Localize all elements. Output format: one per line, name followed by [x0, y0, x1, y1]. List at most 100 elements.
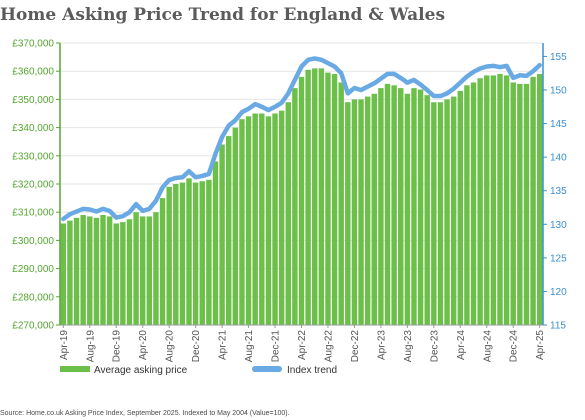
left-axis-tick-label: £360,000 [12, 67, 54, 78]
bar [265, 116, 272, 325]
left-axis-tick-label: £370,000 [12, 39, 54, 50]
right-axis-tick-label: 130 [550, 220, 567, 231]
chart-title: Home Asking Price Trend for England & Wa… [0, 5, 446, 25]
bar [133, 212, 139, 325]
right-axis-tick-label: 115 [550, 321, 566, 332]
right-axis-tick-label: 140 [550, 153, 567, 164]
bar [206, 179, 212, 325]
bar [338, 82, 344, 325]
x-axis-tick-label: Dec-19 [112, 330, 123, 363]
x-axis-tick-label: Aug-23 [403, 330, 414, 363]
bar [312, 68, 318, 325]
right-axis-tick-label: 120 [550, 287, 567, 298]
x-axis-tick-label: Aug-20 [165, 330, 176, 363]
bar [179, 182, 186, 325]
x-axis-tick-label: Aug-22 [323, 330, 334, 363]
x-axis-tick-label: Aug-24 [482, 330, 493, 363]
bar [470, 82, 477, 325]
bar [60, 223, 67, 325]
left-axis-tick-label: £310,000 [12, 208, 54, 219]
bar [120, 222, 126, 325]
bar [67, 220, 73, 325]
x-axis-tick-label: Dec-20 [191, 330, 202, 363]
bar [146, 216, 153, 325]
bar [259, 113, 265, 325]
bar [477, 78, 483, 325]
bar [484, 75, 490, 326]
bar [139, 216, 146, 325]
bar [490, 75, 497, 326]
bar [226, 136, 232, 325]
bar [398, 88, 404, 326]
x-axis-tick-label: Apr-19 [59, 330, 70, 360]
index-trend-line [61, 56, 542, 222]
bar [384, 83, 391, 325]
bar [192, 182, 199, 325]
bar [212, 161, 219, 325]
bar [345, 102, 351, 325]
bar [424, 95, 430, 325]
bar [126, 219, 133, 325]
bar [278, 110, 285, 326]
bar [285, 102, 291, 325]
bar [318, 68, 325, 325]
right-axis-tick-label: 125 [550, 253, 567, 264]
x-axis-tick-label: Apr-25 [535, 330, 546, 360]
left-axis-tick-label: £330,000 [12, 151, 54, 162]
bar [411, 88, 417, 326]
left-axis-tick-label: £340,000 [12, 123, 54, 134]
legend-swatch-average-asking-price [60, 366, 90, 372]
bar [87, 216, 93, 325]
right-axis-tick-label: 145 [550, 119, 567, 130]
x-axis-tick-label: Apr-23 [376, 330, 387, 360]
right-axis-tick-label: 135 [550, 186, 567, 197]
bar [450, 96, 457, 325]
bar [351, 99, 358, 326]
bar [464, 85, 470, 325]
x-axis-tick-label: Apr-24 [456, 330, 467, 360]
line-series-index-trend [61, 56, 542, 222]
bar [80, 215, 86, 325]
bar [325, 72, 331, 325]
bar [404, 93, 411, 325]
bar [431, 102, 437, 325]
bar [245, 116, 252, 325]
bar [437, 102, 444, 325]
left-axis-tick-label: £270,000 [12, 321, 54, 332]
legend: Average asking price Index trend [60, 365, 337, 376]
legend-swatch-index-trend [252, 366, 282, 372]
bar-series-average-asking-price [60, 68, 543, 326]
bar [272, 113, 278, 325]
bar [523, 83, 530, 325]
x-axis-tick-label: Apr-20 [138, 330, 149, 360]
left-axis-tick-label: £350,000 [12, 95, 54, 106]
left-axis-tick-label: £280,000 [12, 292, 54, 303]
bar [252, 113, 258, 325]
legend-label-average-asking-price: Average asking price [94, 365, 188, 376]
bar [417, 89, 424, 325]
bar [219, 144, 225, 325]
legend-label-index-trend: Index trend [287, 365, 337, 376]
x-axis-tick-label: Apr-21 [218, 330, 229, 360]
bar [239, 119, 245, 325]
bar [371, 93, 377, 325]
bar [510, 82, 516, 325]
bar [503, 75, 510, 326]
bar [444, 99, 450, 326]
left-axis-tick-label: £320,000 [12, 180, 54, 191]
bar [391, 85, 397, 325]
bar [536, 74, 543, 326]
left-axis-tick-label: £290,000 [12, 264, 54, 275]
axes: £270,000 £280,000 £290,000 £300,000 £310,000… [12, 39, 567, 363]
bar [93, 217, 100, 325]
right-axis-tick-label: 150 [550, 86, 567, 97]
x-axis-tick-label: Dec-24 [509, 330, 520, 363]
bar [331, 74, 338, 326]
x-axis-tick-label: Dec-22 [350, 330, 361, 363]
right-axis-tick-label: 155 [550, 52, 567, 63]
bar [106, 216, 113, 325]
bar [186, 178, 192, 325]
x-axis-tick-label: Dec-21 [271, 330, 282, 363]
bar [358, 99, 364, 326]
